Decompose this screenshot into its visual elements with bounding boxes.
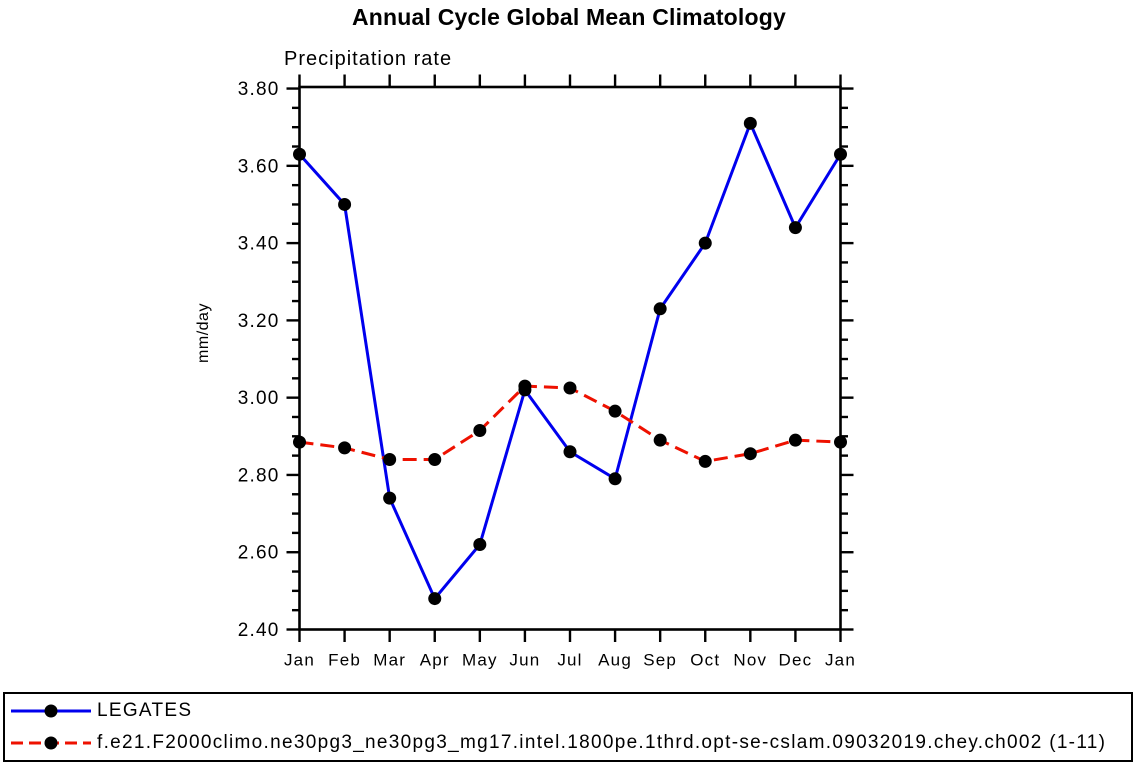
x-tick-label: Jul (557, 651, 582, 670)
plot-frame (298, 85, 842, 631)
series-model-run (293, 379, 847, 468)
plot-canvas: 2.40 2.60 2.80 3.00 3.20 3.40 3.60 3.80 Jan Feb Ma… (195, 74, 856, 670)
data-point-marker (293, 435, 306, 449)
data-point-marker (293, 147, 306, 161)
x-tick-label: Sep (643, 651, 677, 670)
data-point-marker (743, 116, 757, 130)
legend-item-model-run: f.e21.F2000climo.ne30pg3_ne30pg3_mg17.in… (9, 727, 1131, 759)
x-tick-label: Dec (778, 651, 812, 670)
x-tick-label: Jan (284, 651, 315, 670)
data-point-marker (338, 197, 352, 211)
y-axis: 2.40 2.60 2.80 3.00 3.20 3.40 3.60 3.80 (238, 79, 854, 641)
data-point-marker (834, 147, 847, 161)
data-point-marker (563, 445, 577, 459)
legend-swatch-dashed-line-icon (11, 736, 91, 750)
x-tick-label: Feb (328, 651, 361, 670)
legend-item-legates: LEGATES (9, 695, 1131, 727)
y-tick-label: 3.00 (238, 388, 280, 409)
y-tick-label: 2.40 (238, 620, 280, 641)
left-axis-subtitle: Precipitation rate (284, 48, 453, 70)
legend-label-model-run: f.e21.F2000climo.ne30pg3_ne30pg3_mg17.in… (97, 732, 1107, 753)
y-axis-label: mm/day (195, 303, 212, 363)
y-tick-label: 3.80 (238, 79, 280, 100)
x-tick-label: Oct (690, 651, 720, 670)
series-legates (293, 116, 847, 606)
legend-marker-dot-icon (44, 736, 58, 750)
data-point-marker (698, 236, 712, 250)
y-tick-label: 3.40 (238, 234, 280, 255)
data-point-marker (788, 221, 802, 235)
x-tick-label: Apr (420, 651, 450, 670)
data-point-marker (788, 433, 802, 447)
data-point-marker (383, 491, 397, 505)
data-point-marker (653, 433, 667, 447)
data-point-marker (608, 472, 622, 486)
data-point-marker (383, 452, 397, 466)
data-point-marker (338, 441, 352, 455)
data-point-marker (563, 381, 577, 395)
data-point-marker (428, 592, 442, 606)
x-tick-label: Jan (825, 651, 856, 670)
y-tick-label: 2.60 (238, 543, 280, 564)
legend-label-legates: LEGATES (97, 700, 193, 721)
data-point-marker (698, 454, 712, 468)
x-tick-label: Jun (509, 651, 540, 670)
data-point-marker (743, 447, 757, 461)
x-tick-label: Nov (733, 651, 767, 670)
legend-box: LEGATES f.e21.F2000climo.ne30pg3_ne30pg3… (3, 692, 1133, 762)
y-tick-label: 2.80 (238, 465, 280, 486)
x-axis: Jan Feb Mar Apr May Jun Jul Aug Sep Oct Nov Dec Jan (284, 74, 856, 670)
legend-marker-dot-icon (44, 704, 58, 718)
data-point-marker (834, 435, 847, 449)
legend-swatch-solid-line-icon (11, 704, 91, 718)
data-point-marker (608, 404, 622, 418)
data-point-marker (473, 537, 487, 551)
series-line (298, 119, 842, 602)
chart-title: Annual Cycle Global Mean Climatology (351, 4, 787, 30)
x-tick-label: May (462, 651, 498, 670)
y-tick-label: 3.20 (238, 311, 280, 332)
data-point-marker (518, 379, 532, 393)
data-point-marker (473, 424, 487, 438)
x-tick-label: Mar (373, 651, 406, 670)
x-tick-label: Aug (598, 651, 632, 670)
y-tick-label: 3.60 (238, 156, 280, 177)
data-point-marker (653, 302, 667, 316)
data-point-marker (428, 452, 442, 466)
